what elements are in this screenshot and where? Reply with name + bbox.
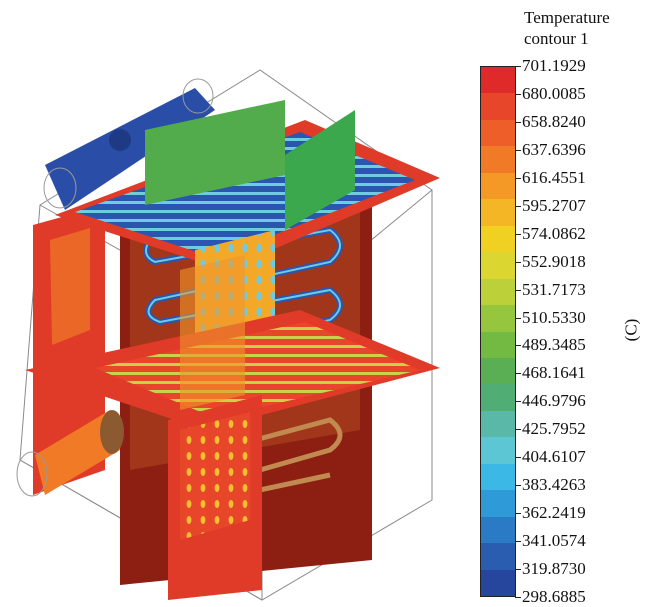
lower-front-dots: [180, 412, 250, 540]
upper-green-plane: [145, 100, 285, 205]
colorbar-tick-label: 616.4551: [522, 167, 586, 187]
colorbar-band: [481, 463, 515, 491]
colorbar-tick-label: 637.6396: [522, 139, 586, 159]
colorbar-band: [481, 199, 515, 226]
legend-unit: (C): [621, 318, 641, 342]
colorbar-band: [481, 357, 515, 385]
colorbar-tick-label: 404.6107: [522, 447, 586, 467]
colorbar-band: [481, 305, 515, 332]
front-orange-plane: [180, 255, 245, 410]
colorbar-tick-label: 298.6885: [522, 587, 586, 606]
colorbar-band: [481, 172, 515, 200]
colorbar-band: [481, 252, 515, 279]
colorbar-tick-label: 574.0862: [522, 223, 586, 243]
legend-title-line2: contour 1: [524, 29, 589, 48]
colorbar-band: [481, 543, 515, 570]
colorbar-tick-label: 319.8730: [522, 559, 586, 579]
colorbar-band: [481, 410, 515, 438]
colorbar-tick-label: 446.9796: [522, 391, 586, 411]
colorbar-band: [481, 225, 515, 253]
colorbar-band: [481, 490, 515, 517]
colorbar-tick-label: 341.0574: [522, 531, 586, 551]
colorbar-band: [481, 67, 515, 94]
colorbar-tick-label: 595.2707: [522, 195, 586, 215]
top-header-cylinder: [43, 78, 215, 210]
colorbar-tick-mark: [515, 597, 521, 598]
colorbar-band: [481, 331, 515, 358]
colorbar-band: [481, 569, 515, 596]
colorbar-tick-label: 701.1929: [522, 56, 586, 75]
colorbar-tick-label: 552.9018: [522, 251, 586, 271]
colorbar-band: [481, 93, 515, 120]
bottom-header-cylinder: [16, 410, 124, 497]
colorbar-tick-label: 531.7173: [522, 279, 586, 299]
temperature-contour-scene: [16, 69, 440, 601]
legend-title-line1: Temperature: [524, 8, 610, 27]
colorbar-tick-label: 658.8240: [522, 111, 586, 131]
legend-title: Temperature contour 1: [524, 7, 654, 49]
colorbar: [480, 66, 516, 597]
colorbar-tick-label: 468.1641: [522, 363, 586, 383]
colorbar-band: [481, 119, 515, 147]
colorbar-band: [481, 437, 515, 464]
colorbar-band: [481, 146, 515, 173]
colorbar-tick-label: 362.2419: [522, 503, 586, 523]
colorbar-band: [481, 384, 515, 411]
colorbar-tick-label: 383.4263: [522, 475, 586, 495]
colorbar-band: [481, 516, 515, 544]
colorbar-tick-label: 680.0085: [522, 83, 586, 103]
left-plane-highlight: [50, 228, 90, 345]
colorbar-tick-label: 425.7952: [522, 419, 586, 439]
colorbar-band: [481, 278, 515, 306]
upper-green-plane-right: [285, 110, 355, 230]
